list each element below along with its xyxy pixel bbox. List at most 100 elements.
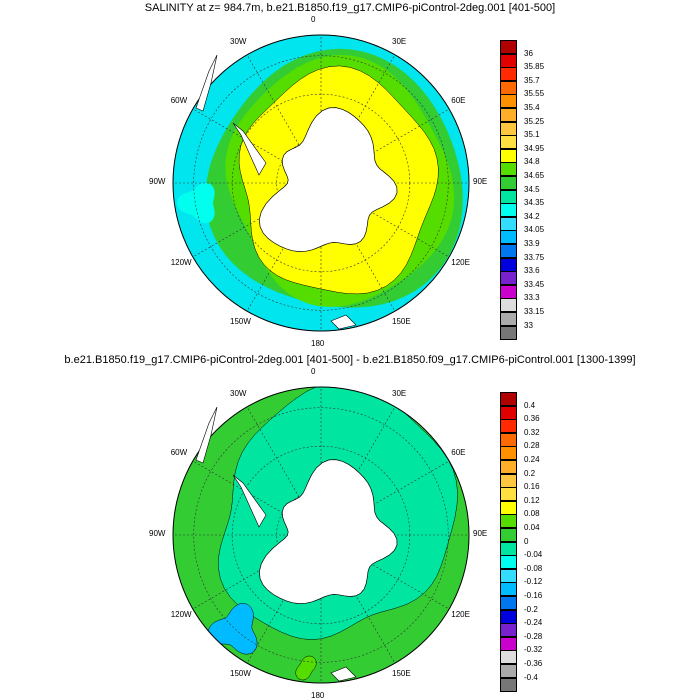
longitude-label: 60E (451, 96, 466, 105)
colorbar-swatch (500, 284, 517, 299)
colorbar-label: 35.7 (524, 75, 540, 85)
colorbar-label: 0.16 (524, 482, 540, 492)
longitude-label: 150E (392, 317, 411, 327)
antarctic-peninsula (232, 122, 267, 176)
colorbar-label: 0 (524, 536, 529, 546)
colorbar-label: 34.35 (524, 198, 545, 208)
colorbar-label: 33.3 (524, 293, 540, 303)
colorbar-label: 0.4 (524, 400, 536, 410)
colorbar-swatch (500, 664, 517, 679)
colorbar-swatch (500, 67, 517, 82)
colorbar-label: -0.08 (524, 563, 543, 573)
longitude-label: 120E (451, 610, 470, 619)
longitude-label: 30W (230, 36, 247, 46)
colorbar-swatch (500, 582, 517, 597)
colorbar-label: 0.04 (524, 523, 540, 532)
longitude-label: 30E (392, 36, 407, 46)
longitude-label: 120W (170, 258, 192, 267)
colorbar-label: 33.15 (524, 307, 545, 316)
colorbar-swatch (500, 53, 517, 68)
longitude-label: 60W (170, 448, 188, 457)
colorbar-swatch (500, 460, 517, 475)
south-america-tip (195, 54, 218, 112)
colorbar-swatch (500, 148, 517, 163)
colorbar-swatch (500, 312, 517, 327)
colorbar-swatch (500, 432, 517, 447)
colorbar-label: 0.08 (524, 509, 540, 519)
colorbar-label: 35.85 (524, 62, 545, 72)
colorbar-swatch (500, 636, 517, 651)
colorbar-label: -0.28 (524, 631, 543, 641)
colorbar-swatch (500, 230, 517, 245)
colorbar-swatch (500, 487, 517, 502)
colorbar-swatch (500, 203, 517, 218)
colorbar-swatch (500, 392, 517, 407)
longitude-label: 180 (311, 691, 325, 700)
map-border (172, 386, 470, 684)
colorbar-swatch (500, 216, 517, 231)
salinity-patch-west (177, 182, 215, 224)
colorbar-swatch (500, 325, 517, 340)
colorbar-swatch (500, 40, 517, 55)
colorbar-swatch (500, 677, 517, 692)
colorbar-label: -0.36 (524, 659, 543, 668)
colorbar-label: 36 (524, 48, 533, 58)
colorbar-label: 33.45 (524, 279, 545, 289)
panel-2-title: b.e21.B1850.f19_g17.CMIP6-piControl-2deg… (64, 354, 636, 366)
longitude-label: 30E (392, 388, 407, 398)
colorbar-label: -0.16 (524, 591, 543, 600)
colorbar-label: 34.95 (524, 143, 545, 153)
map-border (172, 34, 470, 332)
colorbar-label: 35.1 (524, 130, 540, 140)
colorbar-label: -0.04 (524, 550, 543, 560)
antarctica-landmass (258, 459, 398, 604)
colorbar-swatch (500, 528, 517, 543)
colorbar-swatch (500, 135, 517, 150)
longitude-label: 120E (451, 258, 470, 267)
colorbar-label: 0.12 (524, 495, 540, 505)
colorbar-swatch (500, 176, 517, 191)
colorbar-swatch (500, 121, 517, 136)
colorbar-label: -0.24 (524, 618, 543, 628)
colorbar-label: 0.2 (524, 468, 536, 478)
colorbar-label: -0.32 (524, 645, 543, 655)
colorbar-label: 34.05 (524, 225, 545, 235)
colorbar-label: 34.65 (524, 171, 545, 180)
colorbar-swatch (500, 596, 517, 611)
colorbar-swatch (500, 189, 517, 204)
longitude-label: 30W (230, 388, 247, 398)
longitude-label: 90W (149, 529, 166, 538)
colorbar-swatch (500, 162, 517, 177)
colorbar-label: 0.36 (524, 414, 540, 424)
colorbar-label: 0.24 (524, 455, 540, 464)
longitude-label: 120W (170, 610, 192, 619)
colorbar-swatch (500, 257, 517, 272)
antarctica-landmass (258, 107, 398, 252)
antarctic-peninsula (232, 474, 267, 528)
longitude-label: 0 (311, 15, 316, 24)
colorbar-swatch (500, 108, 517, 123)
longitude-label: 150W (230, 317, 251, 327)
panel-1-title: SALINITY at z= 984.7m, b.e21.B1850.f19_g… (144, 2, 556, 14)
colorbar-swatch (500, 298, 517, 313)
colorbar-swatch (500, 446, 517, 461)
colorbar-swatch (500, 94, 517, 109)
colorbar-label: 33.75 (524, 252, 545, 262)
colorbar-swatch (500, 80, 517, 95)
colorbar-label: -0.4 (524, 672, 538, 682)
colorbar-label: 34.5 (524, 184, 540, 194)
longitude-label: 150W (230, 669, 251, 679)
colorbar-swatch (500, 271, 517, 286)
longitude-label: 150E (392, 669, 411, 679)
colorbar-swatch (500, 473, 517, 488)
colorbar-label: 34.2 (524, 211, 540, 221)
colorbar-swatch (500, 514, 517, 529)
colorbar-swatch (500, 500, 517, 515)
colorbar-swatch (500, 609, 517, 624)
colorbar-label: -0.2 (524, 604, 538, 614)
colorbar-label: 33.9 (524, 239, 540, 248)
colorbar-swatch (500, 568, 517, 583)
colorbar-swatch (500, 541, 517, 556)
colorbar-swatch (500, 244, 517, 259)
